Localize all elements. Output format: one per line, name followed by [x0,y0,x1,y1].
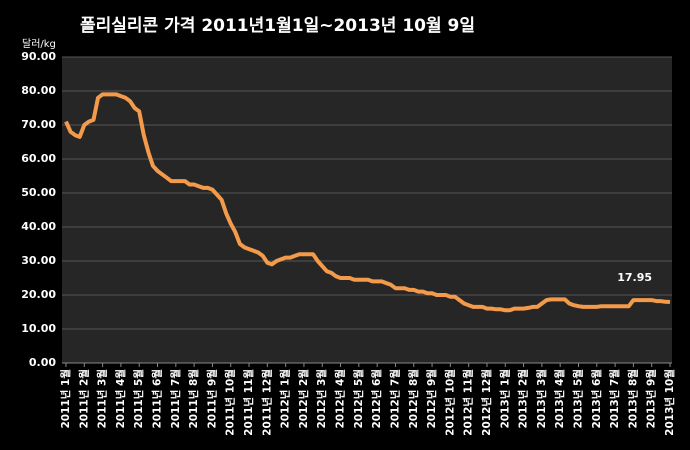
x-tick-label: 2013년 8월 [626,369,639,429]
x-tick-label: 2012년 12월 [480,369,493,436]
x-tick-label: 2011년 12월 [260,369,273,436]
x-tick-label: 2012년 2월 [297,369,310,429]
x-tick-label: 2011년 9월 [205,369,218,429]
y-tick-label: 20.00 [21,288,56,301]
x-tick-label: 2011년 2월 [77,369,90,429]
x-tick-label: 2013년 7월 [608,369,621,429]
y-tick-label: 10.00 [21,322,56,335]
x-tick-label: 2012년 3월 [315,369,328,429]
x-tick-label: 2012년 1월 [279,369,292,429]
x-tick-label: 2012년 6월 [370,369,383,429]
x-tick-label: 2013년 2월 [517,369,530,429]
y-tick-label: 90.00 [21,50,56,63]
x-tick-label: 2013년 5월 [571,369,584,429]
y-tick-label: 80.00 [21,84,56,97]
x-tick-label: 2013년 9월 [645,369,658,429]
x-tick-label: 2011년 5월 [132,369,145,429]
x-tick-label: 2012년 9월 [425,369,438,429]
x-tick-label: 2012년 4월 [334,369,347,429]
y-tick-label: 60.00 [21,152,56,165]
x-tick-label: 2013년 6월 [590,369,603,429]
price-line [64,92,671,313]
plot-area [62,57,672,363]
x-tick-label: 2011년 4월 [114,369,127,429]
y-axis-label: 달러/kg [22,38,56,50]
y-tick-label: 70.00 [21,118,56,131]
x-tick-label: 2012년 8월 [407,369,420,429]
x-tick-label: 2011년 7월 [169,369,182,429]
x-tick-label: 2013년 10월 [663,369,676,436]
x-tick-label: 2012년 10월 [443,369,456,436]
y-tick-label: 50.00 [21,186,56,199]
x-tick-label: 2012년 11월 [462,369,475,436]
x-tick-label: 2013년 4월 [553,369,566,429]
data-label: 17.95 [617,271,652,284]
x-tick-label: 2011년 8월 [187,369,200,429]
y-tick-label: 30.00 [21,254,56,267]
x-tick-label: 2011년 1월 [59,369,72,429]
y-tick-label: 0.00 [29,356,56,369]
x-tick-label: 2013년 1월 [498,369,511,429]
x-tick-label: 2011년 11월 [242,369,255,436]
y-tick-label: 40.00 [21,220,56,233]
x-tick-label: 2013년 3월 [535,369,548,429]
chart-title: 폴리실리콘 가격 2011년1월1일~2013년 10월 9일 [80,16,475,36]
x-tick-label: 2012년 5월 [352,369,365,429]
x-tick-label: 2011년 10월 [224,369,237,436]
x-tick-label: 2011년 6월 [151,369,164,429]
x-tick-label: 2012년 7월 [388,369,401,429]
x-tick-label: 2011년 3월 [96,369,109,429]
